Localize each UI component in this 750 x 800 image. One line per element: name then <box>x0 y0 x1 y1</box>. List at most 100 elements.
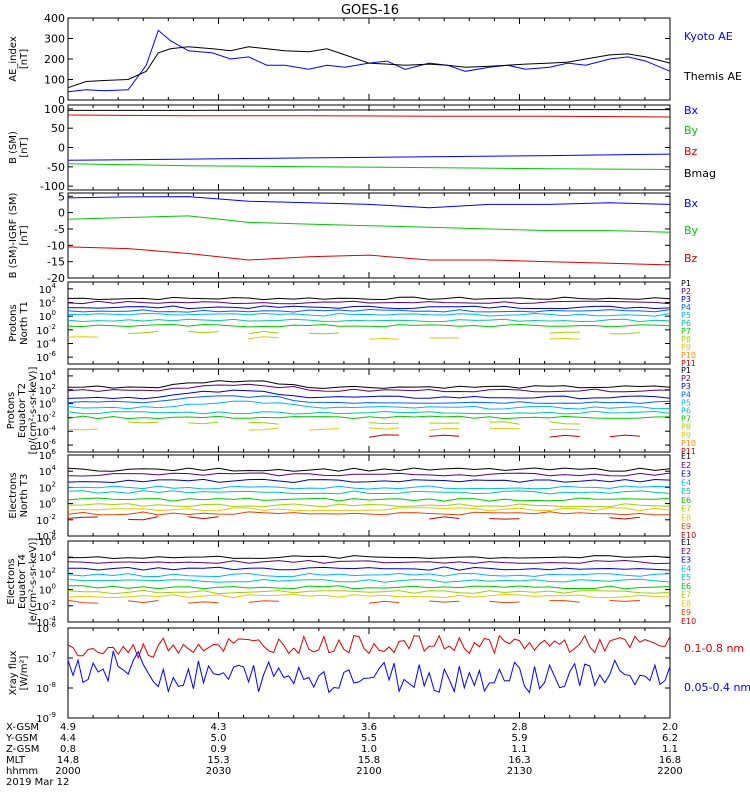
footer-row-label: Z-GSM <box>6 744 39 755</box>
y-axis-label: Electrons North T3 <box>8 472 30 518</box>
y-axis-label-line: B (SM)-IGRF (SM) <box>8 193 19 279</box>
series-segment <box>308 428 339 431</box>
legend-label: P1 <box>681 279 691 288</box>
series-line <box>67 511 671 516</box>
y-tick-exponent: 4 <box>52 550 57 558</box>
y-tick-label: 300 <box>44 33 65 46</box>
y-tick-exponent: 2 <box>52 383 56 391</box>
series-line <box>67 585 671 590</box>
series-line <box>67 634 671 660</box>
series-segment <box>549 331 580 334</box>
series-segment <box>128 516 159 521</box>
y-tick-label: 10-4 <box>36 337 56 351</box>
y-tick-exponent: -2 <box>49 513 56 521</box>
series-line <box>67 318 671 323</box>
legend-label: Themis AE <box>683 70 742 83</box>
legend-label: 0.1-0.8 nm <box>684 642 744 655</box>
legend-label: E7 <box>681 591 691 600</box>
legend-label: E3 <box>681 556 691 565</box>
footer-cell: 2000 <box>55 766 80 777</box>
series-segment <box>188 330 219 334</box>
legend-label: P9 <box>681 343 691 352</box>
series-segment <box>549 428 580 431</box>
y-tick-exponent: 0 <box>52 397 56 405</box>
series-segment <box>368 434 400 438</box>
series-line <box>67 490 671 495</box>
series-line <box>67 593 671 599</box>
series-line <box>67 415 671 420</box>
series-segment <box>248 336 279 340</box>
footer-cell: 2030 <box>206 766 231 777</box>
series-line <box>67 559 671 565</box>
series-line <box>67 472 671 477</box>
y-tick-exponent: 2 <box>52 296 56 304</box>
panel-2: -100 -50 0 50 100 B (SM) [nT] Bx By Bz Bmag <box>8 103 716 193</box>
legend-label: By <box>684 124 699 137</box>
y-tick-label: 0 <box>58 94 65 107</box>
legend-label: P6 <box>681 319 691 328</box>
y-tick-label: 104 <box>39 282 57 296</box>
legend-label: E1 <box>681 538 691 547</box>
y-axis-label-line: [W/m²] <box>19 655 30 690</box>
panel-1: 0 100 200 300 400 AE_index [nT] Kyoto AE Themis … <box>8 12 742 107</box>
y-tick-exponent: -7 <box>49 651 56 659</box>
y-axis-label-line: Electrons <box>6 558 17 604</box>
y-tick-label: 102 <box>39 480 56 494</box>
y-tick-exponent: -9 <box>49 711 56 719</box>
y-tick-exponent: 0 <box>52 497 56 505</box>
legend-label: E8 <box>681 599 691 608</box>
series-line <box>67 163 671 170</box>
series-segment <box>609 599 640 602</box>
y-tick-label: 104 <box>39 464 57 478</box>
panel-frame <box>67 104 671 191</box>
footer-cell: 2200 <box>657 766 682 777</box>
series-line <box>67 410 671 415</box>
series-segment <box>128 600 159 604</box>
legend-label: P4 <box>681 390 691 399</box>
series-line <box>67 383 671 393</box>
y-tick-label: 100 <box>39 309 56 323</box>
y-tick-label: -50 <box>47 161 65 174</box>
y-axis-label-line: [nT] <box>19 137 30 157</box>
y-tick-label: 10-2 <box>36 323 56 337</box>
footer-row-label: 2019 Mar 12 <box>6 777 69 788</box>
legend-label: E10 <box>681 617 696 626</box>
series-segment <box>248 427 279 431</box>
legend-label: P5 <box>681 398 691 407</box>
legend-label: Kyoto AE <box>684 30 733 43</box>
series-line <box>67 308 671 313</box>
legend-label: E6 <box>681 496 691 505</box>
series-line <box>67 503 671 508</box>
y-tick-label: 10-2 <box>36 599 56 613</box>
series-segment <box>489 427 520 430</box>
y-tick-exponent: 4 <box>52 369 57 377</box>
y-axis-label-line: [p/(cm²-s-sr-keV)] <box>28 367 39 455</box>
series-segment <box>188 601 219 604</box>
legend-label: E2 <box>681 461 691 470</box>
y-tick-exponent: 4 <box>52 282 57 290</box>
footer-cell: 6.2 <box>662 733 678 744</box>
y-axis-label-line: B (SM) <box>8 131 19 164</box>
footer-cell: 0.8 <box>60 744 76 755</box>
legend-label: P7 <box>681 327 691 336</box>
panel-frame <box>67 540 671 623</box>
y-tick-exponent: 6 <box>52 448 57 456</box>
series-line <box>68 555 671 560</box>
y-tick-exponent: -4 <box>49 337 57 345</box>
footer-cell: 4.4 <box>60 733 76 744</box>
legend-label: By <box>684 224 699 237</box>
series-segment <box>368 337 400 340</box>
y-tick-label: 10-8 <box>36 681 56 695</box>
series-line <box>67 650 671 694</box>
y-axis-label-line: [nT] <box>19 49 30 69</box>
footer-cell: 1.1 <box>662 744 678 755</box>
y-axis-label-line: Equator T4 <box>17 554 28 609</box>
y-axis-label-line: [e/(cm²-s-sr-keV)] <box>28 538 39 626</box>
y-axis-label: AE_index [nT] <box>8 36 30 82</box>
footer-cell: 4.3 <box>211 722 227 733</box>
legend-label: E3 <box>681 470 691 479</box>
series-line <box>67 467 671 472</box>
